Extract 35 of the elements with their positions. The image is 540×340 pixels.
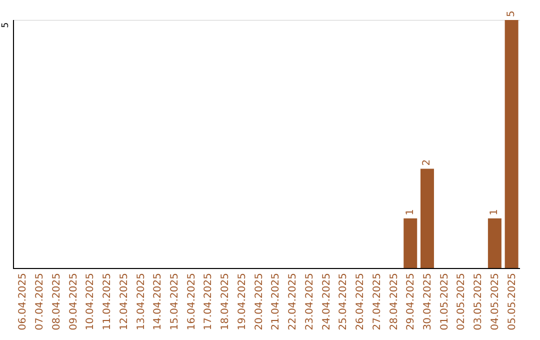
data-label: 1 — [489, 209, 500, 216]
data-label: 2 — [422, 159, 433, 166]
x-tick-label: 03.05.2025 — [473, 273, 484, 330]
x-tick-label: 17.04.2025 — [203, 273, 214, 330]
x-tick-label: 22.04.2025 — [288, 273, 299, 330]
x-tick-label: 08.04.2025 — [51, 273, 62, 330]
data-label: 1 — [404, 209, 416, 216]
x-tick-label: 23.04.2025 — [304, 273, 316, 330]
x-tick-label: 20.04.2025 — [254, 273, 265, 330]
x-tick-label: 24.04.2025 — [321, 273, 332, 330]
x-tick-label: 15.04.2025 — [169, 273, 180, 330]
x-tick-label: 19.04.2025 — [236, 273, 248, 330]
text: 5 — [1, 22, 11, 28]
x-tick-label: 11.04.2025 — [102, 273, 114, 330]
x-tick-label: 06.04.2025 — [18, 273, 29, 330]
x-tick-label: 04.05.2025 — [490, 273, 501, 330]
x-tick-label: 05.05.2025 — [506, 273, 518, 330]
x-tick-label: 30.04.2025 — [422, 273, 434, 330]
x-tick-label: 02.05.2025 — [456, 273, 468, 330]
x-tick-label: 16.04.2025 — [186, 273, 198, 330]
x-tick-label: 18.04.2025 — [220, 273, 232, 330]
x-tick-label: 21.04.2025 — [270, 273, 282, 330]
x-tick-label: 09.04.2025 — [68, 273, 80, 330]
x-tick-label: 26.04.2025 — [355, 273, 366, 330]
x-tick-label: 27.04.2025 — [372, 273, 383, 330]
x-tick-label: 25.04.2025 — [338, 273, 350, 330]
x-tick-label: 14.04.2025 — [152, 273, 164, 330]
x-tick-label: 29.04.2025 — [406, 273, 417, 330]
x-tick-label: 07.04.2025 — [34, 273, 46, 330]
data-label: 5 — [506, 10, 518, 17]
x-tick-label: 10.04.2025 — [85, 273, 96, 330]
x-tick-label: 13.04.2025 — [136, 273, 147, 330]
x-tick-label: 01.05.2025 — [439, 273, 450, 330]
x-tick-label: 12.04.2025 — [118, 273, 130, 330]
x-tick-label: 28.04.2025 — [388, 273, 400, 330]
